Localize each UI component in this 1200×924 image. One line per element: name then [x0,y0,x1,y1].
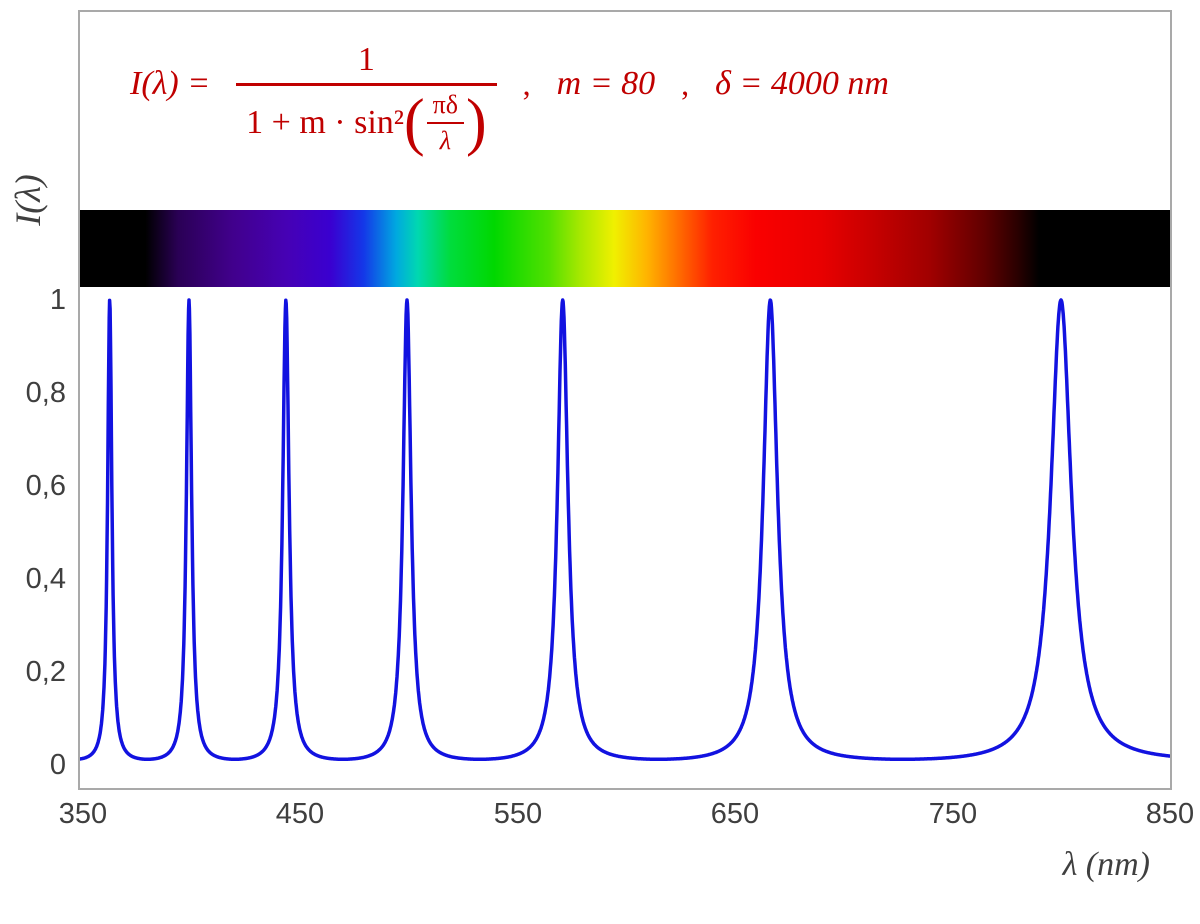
x-tick-650: 650 [710,798,760,830]
formula-lhs: I(λ) = [130,65,211,102]
formula-denominator: 1 + m · sin² ( πδ λ ) [236,86,497,156]
y-tick-0-4: 0,4 [25,563,66,595]
close-paren: ) [466,85,487,158]
y-tick-1: 1 [49,284,66,316]
plot-frame [78,10,1172,790]
open-paren: ( [403,85,425,158]
y-tick-0-8: 0,8 [25,377,66,409]
formula-fraction-bar [236,82,497,86]
formula-comma-2: , [681,65,690,102]
formula-param-delta: δ = 4000 nm [715,65,889,102]
inner-fraction: πδ λ [426,89,465,156]
formula-param-m: m = 80 [556,65,656,102]
x-tick-450: 450 [275,798,325,830]
denominator-prefix: 1 + m · sin² [246,103,404,141]
formula-main-fraction: 1 1 + m · sin² ( πδ λ ) [236,41,497,156]
inner-denominator: λ [439,125,451,155]
formula-numerator: 1 [357,40,375,78]
spectrum-bar [80,210,1170,287]
intensity-curve-svg [80,298,1170,762]
inner-fraction-bar [426,121,465,124]
formula: I(λ) = 1 1 + m · sin² ( πδ λ ) , m = 80 … [130,28,889,168]
y-tick-0: 0 [49,749,66,781]
inner-numerator: πδ [432,89,459,119]
x-tick-850: 850 [1145,798,1195,830]
y-axis-title: I(λ) [8,174,48,226]
formula-comma-1: , [522,65,531,102]
y-tick-0-6: 0,6 [25,470,66,502]
x-tick-750: 750 [928,798,978,830]
x-axis-title: λ (nm) [1062,846,1150,883]
x-tick-550: 550 [493,798,543,830]
x-tick-350: 350 [58,798,108,830]
y-tick-0-2: 0,2 [25,656,66,688]
intensity-curve [80,298,1170,762]
